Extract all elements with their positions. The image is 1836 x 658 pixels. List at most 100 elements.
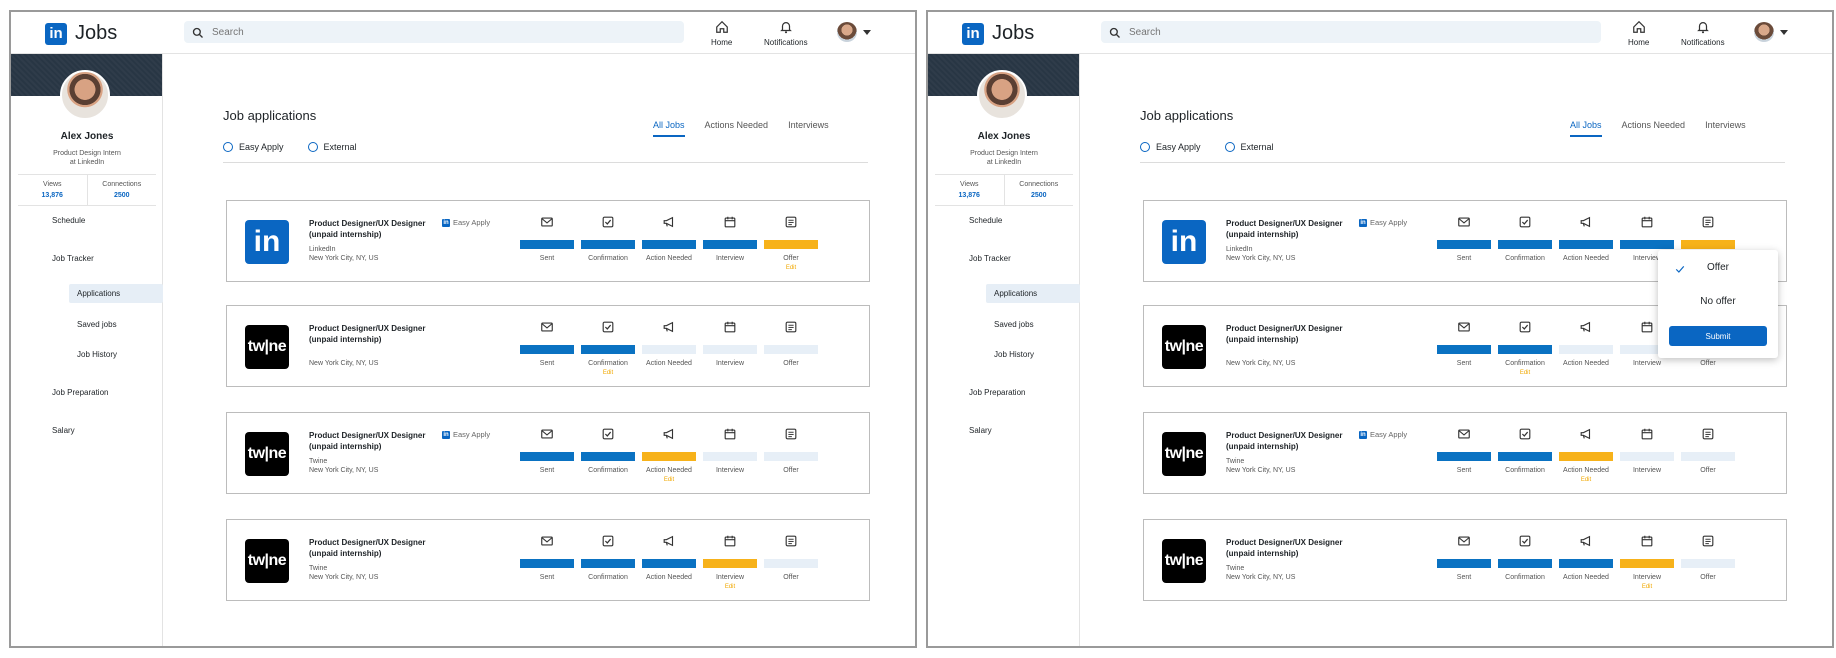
status-step[interactable]: Interview Edit	[1620, 534, 1674, 590]
status-bar[interactable]	[1437, 559, 1491, 568]
status-step[interactable]: Sent	[520, 427, 574, 474]
job-card[interactable]: tw|ne Product Designer/UX Designer (unpaid…	[226, 305, 870, 387]
status-bar[interactable]	[1437, 345, 1491, 354]
option-offer[interactable]: Offer	[1706, 262, 1730, 273]
job-title[interactable]: Product Designer/UX Designer (unpaid inte…	[1226, 538, 1343, 558]
status-bar[interactable]	[1498, 240, 1552, 249]
option-no-offer[interactable]: No offer	[1700, 296, 1736, 307]
job-title[interactable]: Product Designer/UX Designer (unpaid inte…	[1226, 219, 1343, 239]
status-bar[interactable]	[1681, 559, 1735, 568]
status-bar[interactable]	[1681, 452, 1735, 461]
status-step[interactable]: Confirmation Edit	[581, 320, 635, 376]
status-bar[interactable]	[703, 345, 757, 354]
stat-connections[interactable]: Connections 2500	[102, 181, 142, 199]
status-step[interactable]: Sent	[1437, 427, 1491, 474]
status-step[interactable]: Offer	[1681, 534, 1735, 581]
status-bar[interactable]	[642, 452, 696, 461]
sidebar-item-applications[interactable]: Applications	[69, 284, 163, 303]
edit-link[interactable]: Edit	[602, 370, 614, 376]
me-menu[interactable]	[837, 22, 871, 42]
status-step[interactable]: Confirmation	[581, 534, 635, 581]
status-bar[interactable]	[1437, 452, 1491, 461]
filter-external[interactable]: External	[307, 142, 357, 152]
job-title[interactable]: Product Designer/UX Designer (unpaid inte…	[1226, 431, 1343, 451]
status-bar[interactable]	[581, 452, 635, 461]
sidebar-item-saved-jobs[interactable]: Saved jobs	[77, 320, 117, 329]
status-bar[interactable]	[764, 240, 818, 249]
status-bar[interactable]	[1437, 240, 1491, 249]
status-bar[interactable]	[1559, 452, 1613, 461]
status-step[interactable]: Confirmation	[1498, 534, 1552, 581]
edit-link[interactable]: Edit	[1580, 477, 1592, 483]
app-logo[interactable]: in Jobs	[962, 22, 1034, 45]
status-step[interactable]: Offer	[764, 534, 818, 581]
sidebar-item-schedule[interactable]: Schedule	[52, 216, 86, 225]
profile-name[interactable]: Alex Jones	[977, 131, 1031, 142]
status-bar[interactable]	[703, 240, 757, 249]
status-step[interactable]: Confirmation	[1498, 215, 1552, 262]
status-step[interactable]: Confirmation	[581, 215, 635, 262]
status-bar[interactable]	[642, 345, 696, 354]
status-bar[interactable]	[1620, 345, 1674, 354]
status-bar[interactable]	[581, 240, 635, 249]
sidebar-item-job-tracker[interactable]: Job Tracker	[969, 254, 1011, 263]
status-step[interactable]: Interview	[703, 215, 757, 262]
tab-actions-needed[interactable]: Actions Needed	[1621, 120, 1686, 130]
job-title[interactable]: Product Designer/UX Designer (unpaid inte…	[309, 324, 426, 344]
stat-views[interactable]: Views 13,876	[18, 175, 88, 205]
sidebar-item-applications[interactable]: Applications	[986, 284, 1080, 303]
radio-button-icon[interactable]	[1140, 142, 1150, 152]
sidebar-item-job-tracker[interactable]: Job Tracker	[52, 254, 94, 263]
job-card[interactable]: tw|ne Product Designer/UX Designer (unpaid…	[226, 519, 870, 601]
status-step[interactable]: Action Needed	[642, 534, 696, 581]
status-step[interactable]: Interview	[703, 320, 757, 367]
filter-easy-apply[interactable]: Easy Apply	[223, 142, 284, 152]
edit-link[interactable]: Edit	[724, 584, 736, 590]
status-bar[interactable]	[1559, 345, 1613, 354]
sidebar-item-job-preparation[interactable]: Job Preparation	[969, 388, 1026, 397]
status-step[interactable]: Action Needed	[1559, 320, 1613, 367]
sidebar-item-job-history[interactable]: Job History	[77, 350, 118, 359]
status-step[interactable]: Offer	[1681, 427, 1735, 474]
status-step[interactable]: Offer	[764, 320, 818, 367]
status-bar[interactable]	[581, 345, 635, 354]
submit-button[interactable]: Submit	[1669, 326, 1767, 346]
job-title[interactable]: Product Designer/UX Designer (unpaid inte…	[309, 431, 426, 451]
profile-name[interactable]: Alex Jones	[60, 131, 114, 142]
status-step[interactable]: Action Needed	[1559, 534, 1613, 581]
status-step[interactable]: Offer	[764, 427, 818, 474]
search-input[interactable]	[212, 26, 652, 38]
tab-interviews[interactable]: Interviews	[1705, 120, 1746, 130]
job-card[interactable]: tw|ne Product Designer/UX Designer (unpaid…	[226, 412, 870, 494]
radio-button-icon[interactable]	[1224, 142, 1235, 152]
job-title[interactable]: Product Designer/UX Designer (unpaid inte…	[309, 538, 426, 558]
status-step[interactable]: Sent	[520, 534, 574, 581]
status-step[interactable]: Action Needed	[642, 215, 696, 262]
edit-link[interactable]: Edit	[663, 477, 675, 483]
stat-connections[interactable]: Connections 2500	[1019, 181, 1059, 199]
nav-notifications[interactable]: Notifications	[764, 20, 808, 47]
status-step[interactable]: Interview	[1620, 320, 1674, 367]
radio-button-icon[interactable]	[307, 142, 318, 152]
status-bar[interactable]	[703, 452, 757, 461]
status-step[interactable]: Sent	[1437, 215, 1491, 262]
status-bar[interactable]	[764, 559, 818, 568]
edit-link[interactable]: Edit	[1641, 584, 1653, 590]
status-bar[interactable]	[1681, 240, 1735, 249]
job-card[interactable]: tw|ne Product Designer/UX Designer (unpaid…	[1143, 412, 1787, 494]
status-bar[interactable]	[1620, 240, 1674, 249]
status-bar[interactable]	[642, 559, 696, 568]
status-step[interactable]: Confirmation Edit	[1498, 320, 1552, 376]
me-menu[interactable]	[1754, 22, 1788, 42]
profile-avatar[interactable]	[60, 70, 110, 120]
status-bar[interactable]	[703, 559, 757, 568]
status-bar[interactable]	[581, 559, 635, 568]
status-step[interactable]: Action Needed Edit	[1559, 427, 1613, 483]
status-step[interactable]: Confirmation	[581, 427, 635, 474]
sidebar-item-salary[interactable]: Salary	[52, 426, 75, 435]
sidebar-item-salary[interactable]: Salary	[969, 426, 992, 435]
search-bar[interactable]	[184, 21, 684, 43]
sidebar-item-schedule[interactable]: Schedule	[969, 216, 1003, 225]
tab-interviews[interactable]: Interviews	[788, 120, 829, 130]
status-bar[interactable]	[1620, 559, 1674, 568]
